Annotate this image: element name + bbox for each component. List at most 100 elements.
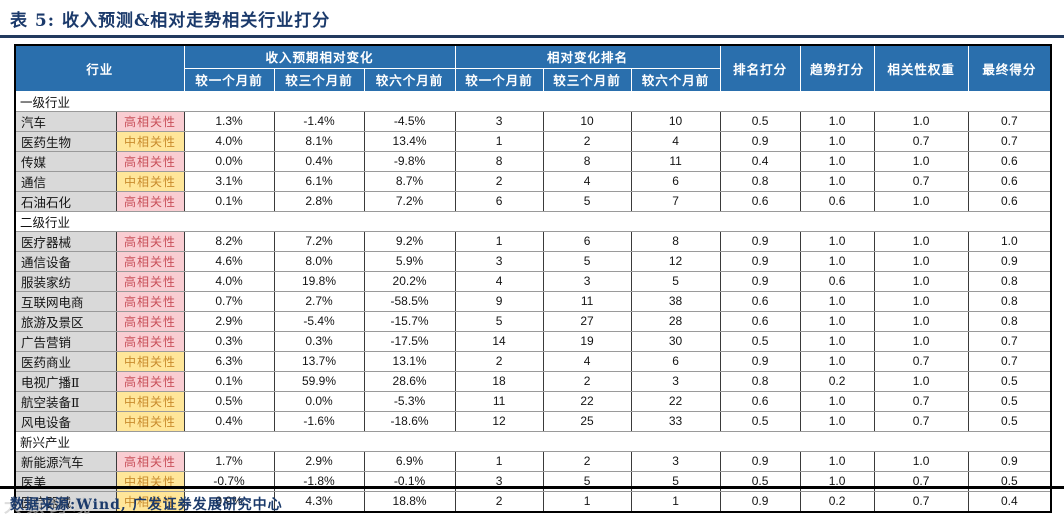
- footer-divider-rule: [0, 486, 1064, 489]
- cell-value: 0.3%: [183, 330, 275, 352]
- cell-value: 2: [542, 130, 632, 152]
- sub-header-rev-1m: 较一个月前: [183, 67, 275, 92]
- cell-value: 19: [542, 330, 632, 352]
- cell-value: 10: [630, 110, 721, 132]
- cell-value: 1.0: [967, 230, 1052, 252]
- cell-value: 0.5: [967, 410, 1052, 432]
- correlation-tag: 中相关性: [115, 130, 185, 152]
- correlation-tag: 高相关性: [115, 110, 185, 132]
- cell-value: 1.0: [873, 370, 969, 392]
- cell-value: 3: [630, 450, 721, 472]
- cell-value: 1.0: [873, 310, 969, 332]
- cell-value: 0.7: [873, 490, 969, 512]
- cell-value: 3: [630, 370, 721, 392]
- cell-value: -1.4%: [273, 110, 365, 132]
- cell-value: 4: [542, 170, 632, 192]
- cell-value: -58.5%: [363, 290, 456, 312]
- cell-value: 1: [454, 450, 544, 472]
- cell-value: 6: [454, 190, 544, 212]
- cell-value: 0.1%: [183, 190, 275, 212]
- cell-value: 2: [542, 370, 632, 392]
- cell-value: 0.7: [873, 170, 969, 192]
- table-body: 一级行业 汽车 高相关性 1.3% -1.4% -4.5% 3 10 10 0.5 1.0 1.0 0.…: [13, 90, 1053, 512]
- correlation-tag: 中相关性: [115, 490, 185, 512]
- cell-value: 38: [630, 290, 721, 312]
- cell-value: 0.8: [719, 370, 801, 392]
- cell-value: 22: [630, 390, 721, 412]
- cell-value: 18: [454, 370, 544, 392]
- cell-value: 5.9%: [363, 250, 456, 272]
- table-row: 医疗器械 中相关性 0.9% 4.3% 18.8% 2 1 1 0.9 0.2 0.7 0.4: [14, 490, 1052, 512]
- correlation-tag: 高相关性: [115, 270, 185, 292]
- cell-value: -17.5%: [363, 330, 456, 352]
- data-source-note: 数据来源:Wind, 广发证券发展研究中心: [10, 497, 283, 513]
- cell-value: 5: [542, 250, 632, 272]
- cell-value: 1.0: [799, 350, 875, 372]
- industry-name: 汽车: [14, 110, 117, 132]
- correlation-tag: 中相关性: [115, 410, 185, 432]
- table-row: 电视广播Ⅱ 高相关性 0.1% 59.9% 28.6% 18 2 3 0.8 0.2 1.0 0.5: [14, 370, 1052, 392]
- cell-value: 0.6: [799, 190, 875, 212]
- correlation-tag: 高相关性: [115, 150, 185, 172]
- table-row: 医疗器械 高相关性 8.2% 7.2% 9.2% 1 6 8 0.9 1.0 1.0 1.0: [14, 230, 1052, 252]
- cell-value: 0.6: [967, 170, 1052, 192]
- cell-value: 0.3%: [273, 330, 365, 352]
- cell-value: 11: [454, 390, 544, 412]
- cell-value: -18.6%: [363, 410, 456, 432]
- correlation-tag: 高相关性: [115, 230, 185, 252]
- cell-value: 7: [630, 190, 721, 212]
- cell-value: 22: [542, 390, 632, 412]
- industry-name: 服装家纺: [14, 270, 117, 292]
- sub-header-rev-3m: 较三个月前: [273, 67, 365, 92]
- page-title: 表 5: 收入预测&相对走势相关行业打分: [10, 11, 331, 31]
- cell-value: 1.0: [873, 250, 969, 272]
- cell-value: 0.4: [967, 490, 1052, 512]
- cell-value: -15.7%: [363, 310, 456, 332]
- trend-score-header: 趋势打分: [799, 44, 875, 92]
- cell-value: 7.2%: [363, 190, 456, 212]
- cell-value: 1: [630, 490, 721, 512]
- cell-value: 1.0: [873, 150, 969, 172]
- cell-value: 0.7: [873, 410, 969, 432]
- cell-value: 1.0: [873, 230, 969, 252]
- cell-value: 0.6: [799, 270, 875, 292]
- sub-header-rev-6m: 较六个月前: [363, 67, 456, 92]
- industry-name: 电视广播Ⅱ: [14, 370, 117, 392]
- cell-value: 9: [454, 290, 544, 312]
- cell-value: 0.9: [967, 250, 1052, 272]
- cell-value: 0.9: [719, 450, 801, 472]
- cell-value: 4.0%: [183, 270, 275, 292]
- cell-value: 1.0: [799, 450, 875, 472]
- cell-value: 0.5: [719, 410, 801, 432]
- cell-value: 0.9: [719, 250, 801, 272]
- cell-value: 0.7%: [183, 290, 275, 312]
- cell-value: 1.0: [799, 110, 875, 132]
- sub-header-rank-6m: 较六个月前: [630, 67, 721, 92]
- industry-name: 传媒: [14, 150, 117, 172]
- section-row: 新兴产业: [13, 430, 1053, 452]
- cell-value: 0.9: [967, 450, 1052, 472]
- cell-value: 0.9: [719, 490, 801, 512]
- cell-value: 2.8%: [273, 190, 365, 212]
- revenue-change-group-header: 收入预期相对变化: [183, 44, 456, 69]
- cell-value: 1.0: [873, 290, 969, 312]
- cell-value: 28.6%: [363, 370, 456, 392]
- cell-value: 5: [454, 310, 544, 332]
- cell-value: 8: [542, 150, 632, 172]
- cell-value: 6: [542, 230, 632, 252]
- sub-header-rank-3m: 较三个月前: [542, 67, 632, 92]
- cell-value: 8.0%: [273, 250, 365, 272]
- industry-score-table: 行业 收入预期相对变化 相对变化排名 排名打分 趋势打分 相关性权重 最终得分 …: [13, 44, 1053, 513]
- table-row: 旅游及景区 高相关性 2.9% -5.4% -15.7% 5 27 28 0.6 1.0 1.0 0.…: [14, 310, 1052, 332]
- industry-column-header: 行业: [14, 44, 185, 92]
- cell-value: 3.1%: [183, 170, 275, 192]
- cell-value: 0.6: [719, 290, 801, 312]
- cell-value: 0.9: [719, 270, 801, 292]
- cell-value: 8.2%: [183, 230, 275, 252]
- cell-value: 19.8%: [273, 270, 365, 292]
- cell-value: 1.0: [799, 330, 875, 352]
- cell-value: 0.5: [967, 390, 1052, 412]
- cell-value: -9.8%: [363, 150, 456, 172]
- cell-value: 1: [454, 230, 544, 252]
- cell-value: 4.3%: [273, 490, 365, 512]
